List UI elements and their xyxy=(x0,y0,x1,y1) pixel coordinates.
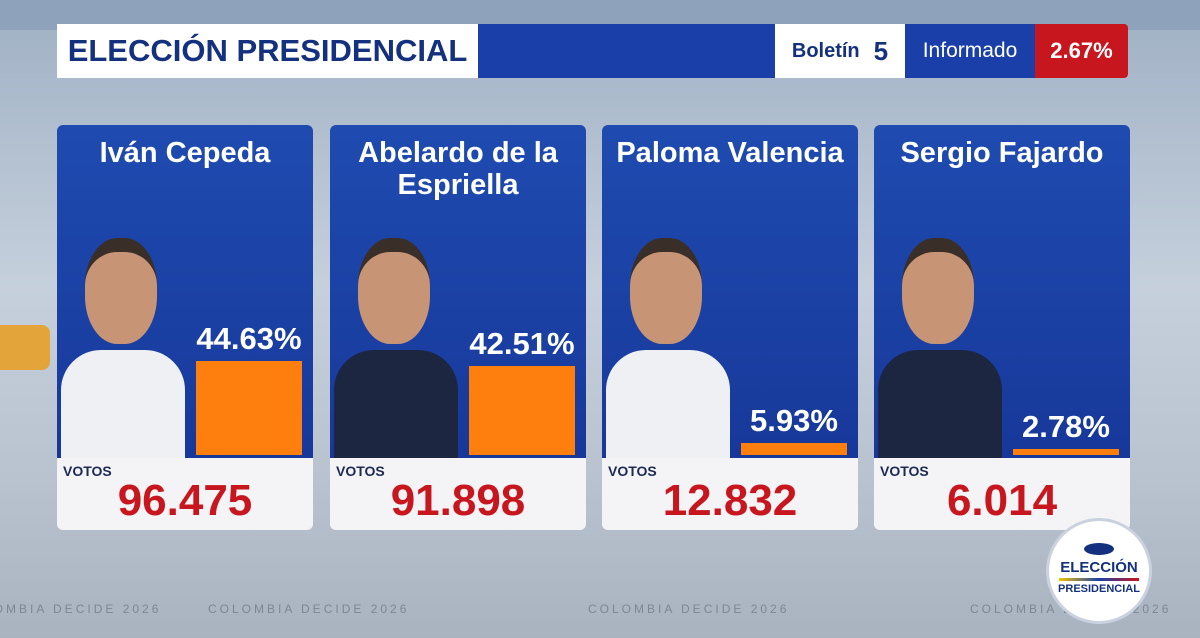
candidate-photo xyxy=(878,230,1002,458)
logo-bottom: PRESIDENCIAL xyxy=(1058,583,1140,595)
card-top: Paloma Valencia 5.93% xyxy=(602,125,858,458)
bulletin-number: 5 xyxy=(873,35,889,66)
bulletin-label: Boletín xyxy=(791,39,860,62)
votes-label: VOTOS xyxy=(880,463,929,479)
card-bottom: VOTOS 6.014 xyxy=(874,458,1130,530)
photo-head xyxy=(85,238,157,344)
votes-value: 91.898 xyxy=(390,476,526,525)
photo-body xyxy=(334,350,458,458)
percent-label: 5.93% xyxy=(750,402,838,438)
percent-bar xyxy=(1013,449,1119,455)
ticker: COLOMBIA DECIDE 2026 xyxy=(588,602,790,616)
candidate-card: Sergio Fajardo 2.78% VOTOS 6.014 xyxy=(874,125,1130,530)
header-title: ELECCIÓN PRESIDENCIAL xyxy=(57,24,478,78)
candidate-name: Abelardo de la Espriella xyxy=(358,137,558,201)
photo-head xyxy=(358,238,430,344)
votes-value: 96.475 xyxy=(117,476,253,525)
ticker: COLOMBIA DECIDE 2026 xyxy=(0,602,162,616)
logo: ELECCIÓN PRESIDENCIAL xyxy=(1046,518,1152,624)
logo-top: ELECCIÓN xyxy=(1060,559,1138,576)
candidate-card: Abelardo de la Espriella 42.51% VOTOS 91.89… xyxy=(330,125,586,530)
side-tab xyxy=(0,325,50,370)
logo-stripe xyxy=(1059,578,1139,581)
candidate-photo xyxy=(606,230,730,458)
header-band xyxy=(478,24,775,78)
photo-body xyxy=(878,350,1002,458)
reported-label: Informado xyxy=(905,24,1035,78)
card-bottom: VOTOS 12.832 xyxy=(602,458,858,530)
ticker: COLOMBIA DECIDE 2026 xyxy=(208,602,410,616)
photo-head xyxy=(630,238,702,344)
percent-bar xyxy=(196,361,302,455)
card-bottom: VOTOS 96.475 xyxy=(57,458,313,530)
percent-label: 44.63% xyxy=(196,321,302,357)
candidate-name: Iván Cepeda xyxy=(99,137,271,169)
votes-value: 6.014 xyxy=(946,476,1058,525)
votes-value: 12.832 xyxy=(662,476,798,525)
votes-label: VOTOS xyxy=(63,463,112,479)
photo-head xyxy=(902,238,974,344)
candidate-card: Iván Cepeda 44.63% VOTOS 96.475 xyxy=(57,125,313,530)
photo-body xyxy=(606,350,730,458)
bulletin: Boletín 5 xyxy=(775,24,905,78)
card-top: Iván Cepeda 44.63% xyxy=(57,125,313,458)
reported-value: 2.67% xyxy=(1035,24,1128,78)
card-top: Sergio Fajardo 2.78% xyxy=(874,125,1130,458)
logo-mark xyxy=(1084,543,1114,555)
percent-label: 2.78% xyxy=(1022,409,1110,445)
votes-label: VOTOS xyxy=(336,463,385,479)
candidate-photo xyxy=(61,230,185,458)
percent-label: 42.51% xyxy=(469,325,575,361)
photo-body xyxy=(61,350,185,458)
candidate-name: Paloma Valencia xyxy=(616,137,844,169)
candidate-name: Sergio Fajardo xyxy=(900,137,1104,169)
card-bottom: VOTOS 91.898 xyxy=(330,458,586,530)
votes-label: VOTOS xyxy=(608,463,657,479)
candidate-photo xyxy=(334,230,458,458)
candidate-card: Paloma Valencia 5.93% VOTOS 12.832 xyxy=(602,125,858,530)
percent-bar xyxy=(469,365,575,455)
card-top: Abelardo de la Espriella 42.51% xyxy=(330,125,586,458)
percent-bar xyxy=(741,442,847,455)
